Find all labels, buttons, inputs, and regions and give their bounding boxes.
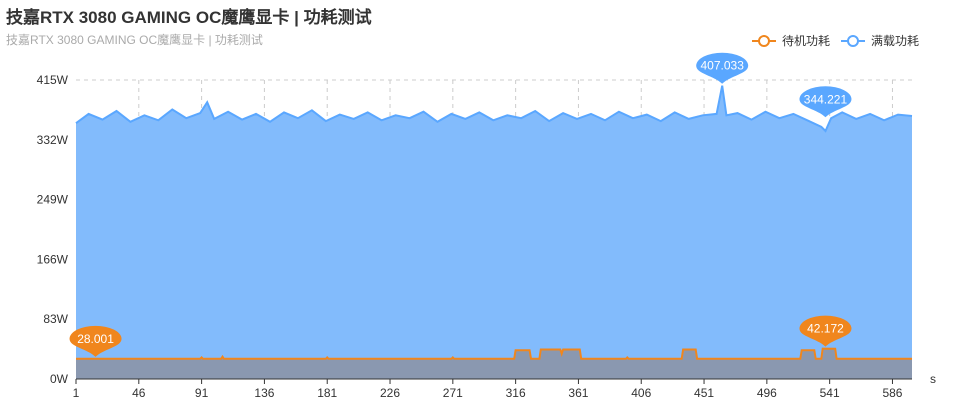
idle-marker-pin: 28.001	[69, 325, 122, 357]
max-markers: 28.001 42.172 407.033 344.221	[69, 52, 852, 357]
idle-power-line	[76, 347, 912, 360]
load-marker-pin-label: 407.033	[700, 59, 744, 73]
legend-item[interactable]: 满载功耗	[841, 34, 919, 48]
load-marker-pin: 344.221	[799, 86, 852, 118]
x-tick-label: 406	[631, 386, 651, 400]
idle-marker-pin-label: 28.001	[77, 332, 114, 346]
legend[interactable]: 待机功耗 满载功耗	[752, 34, 919, 48]
legend-label: 满载功耗	[871, 34, 919, 48]
idle-marker-pin-shape	[69, 325, 122, 357]
y-tick-label: 332W	[37, 133, 69, 147]
idle-power-area	[76, 348, 912, 379]
x-tick-label: 451	[694, 386, 714, 400]
idle-marker-pin: 42.172	[799, 315, 852, 347]
x-tick-label: 181	[317, 386, 337, 400]
load-marker-pin-shape	[696, 52, 749, 84]
y-tick-label: 83W	[43, 312, 68, 326]
legend-circle-icon	[847, 35, 859, 47]
x-tick-label: 136	[254, 386, 274, 400]
load-marker-pin-shape	[799, 86, 852, 118]
x-tick-label: 361	[568, 386, 588, 400]
legend-circle-icon	[758, 35, 770, 47]
x-tick-label: 316	[506, 386, 526, 400]
chart-title: 技嘉RTX 3080 GAMING OC魔鹰显卡 | 功耗测试	[6, 8, 372, 27]
x-tick-label: 226	[380, 386, 400, 400]
legend-label: 待机功耗	[782, 34, 830, 48]
y-tick-label: 415W	[37, 73, 69, 87]
series-areas	[75, 85, 913, 379]
x-tick-label: 271	[443, 386, 463, 400]
x-tick-label: 496	[757, 386, 777, 400]
load-power-area	[76, 85, 912, 379]
x-tick-label: 541	[820, 386, 840, 400]
load-marker-pin: 407.033	[696, 52, 749, 84]
x-tick-label: 1	[73, 386, 80, 400]
y-tick-label: 249W	[37, 193, 69, 207]
x-tick-label: 91	[195, 386, 209, 400]
x-tick-label: 46	[132, 386, 146, 400]
x-tick-label: 586	[882, 386, 902, 400]
idle-marker-pin-label: 42.172	[807, 322, 844, 336]
axes: 0W 83W 166W 249W 332W 415W 1 46 91 136 181 226 271 31…	[37, 73, 936, 400]
y-tick-label: 166W	[37, 252, 69, 266]
load-power-line	[75, 85, 913, 133]
x-axis-unit: s	[930, 372, 936, 386]
idle-marker-pin-shape	[799, 315, 852, 347]
legend-item[interactable]: 待机功耗	[752, 34, 830, 48]
load-marker-pin-label: 344.221	[804, 92, 848, 106]
chart-subtitle: 技嘉RTX 3080 GAMING OC魔鹰显卡 | 功耗测试	[6, 33, 263, 47]
y-tick-label: 0W	[50, 372, 69, 386]
